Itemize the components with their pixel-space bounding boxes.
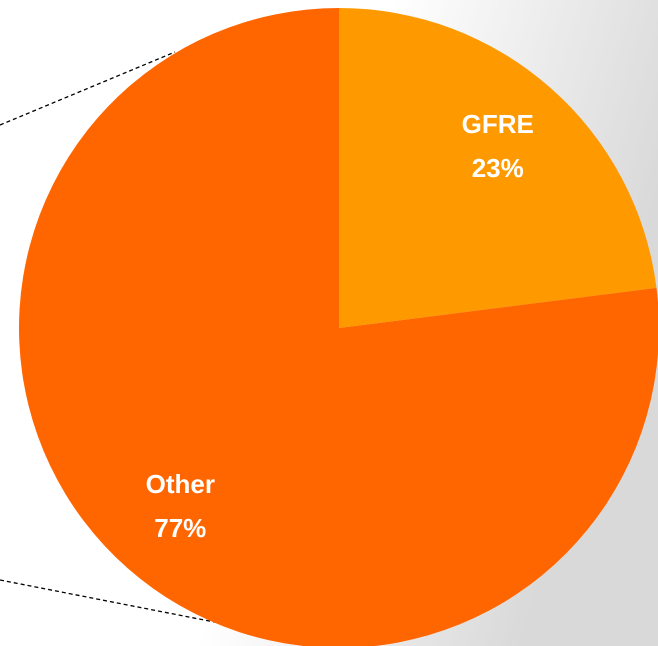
slice-value-label: 77% <box>154 513 206 543</box>
pie-slice <box>339 8 657 328</box>
connector-line <box>0 51 176 126</box>
slice-value-label: 23% <box>472 153 524 183</box>
pie-slice <box>19 8 658 646</box>
slice-label: GFRE <box>462 109 534 139</box>
slice-label: Other <box>146 469 215 499</box>
pie <box>19 8 658 646</box>
labels: GFRE 23% Other 77% <box>146 109 534 543</box>
